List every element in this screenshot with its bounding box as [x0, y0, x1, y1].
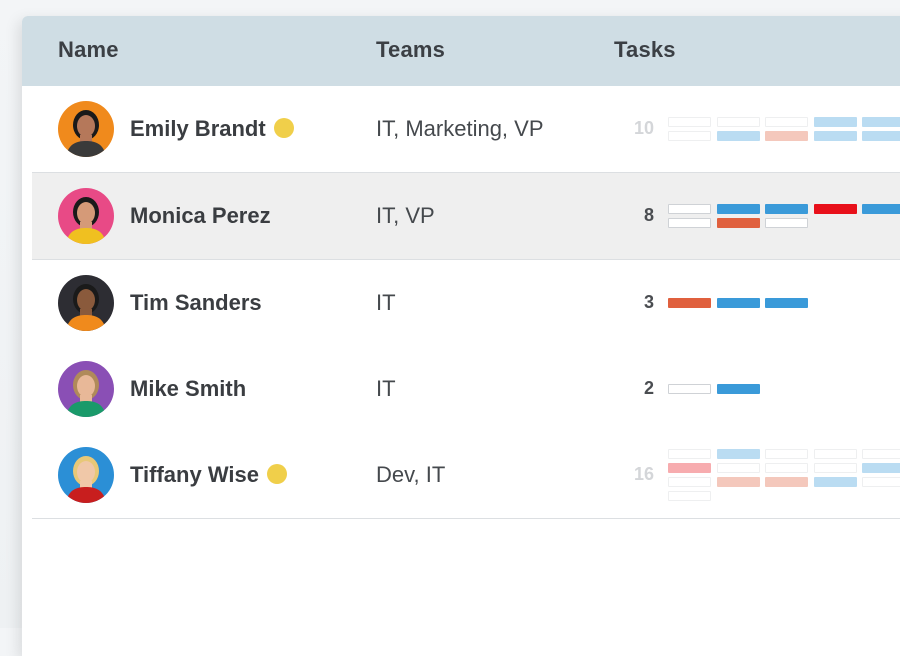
avatar [58, 361, 114, 417]
task-bars [668, 260, 900, 346]
task-bar-blue[interactable] [716, 131, 760, 141]
task-bar-red[interactable] [668, 463, 711, 473]
task-count: 2 [643, 378, 654, 398]
member-name[interactable]: Emily Brandt [130, 116, 294, 142]
task-bar-empty[interactable] [862, 449, 900, 459]
task-bar-empty[interactable] [668, 491, 711, 501]
person-photo-icon [58, 188, 114, 244]
person-photo-icon [58, 361, 114, 417]
avatar [58, 275, 114, 331]
table-header: Name Teams Tasks [22, 16, 900, 86]
task-bar-orange[interactable] [765, 131, 808, 141]
person-photo-icon [58, 275, 114, 331]
task-bar-empty[interactable] [765, 463, 808, 473]
task-bar-orange[interactable] [668, 298, 711, 308]
member-teams: IT [376, 376, 396, 401]
task-bar-blue[interactable] [813, 131, 857, 141]
task-bar-red[interactable] [813, 204, 857, 214]
avatar [58, 188, 114, 244]
task-count: 16 [633, 464, 654, 484]
column-header-name[interactable]: Name [58, 37, 119, 62]
person-photo-icon [58, 101, 114, 157]
status-online-indicator [266, 464, 287, 484]
task-bar-blue[interactable] [862, 463, 900, 473]
task-bar-blue[interactable] [862, 131, 900, 141]
task-bar-orange[interactable] [716, 477, 760, 487]
task-bars [668, 173, 900, 259]
task-bar-blue[interactable] [716, 204, 760, 214]
member-teams: IT [376, 290, 396, 315]
task-bars [668, 432, 900, 518]
team-tasks-panel: Name Teams Tasks Emily Brandt IT, Market… [22, 16, 900, 656]
member-name[interactable]: Monica Perez [130, 203, 271, 228]
task-bar-empty[interactable] [862, 477, 900, 487]
task-bar-blue[interactable] [813, 477, 857, 487]
member-teams: IT, VP [376, 203, 435, 228]
task-bar-orange[interactable] [765, 477, 808, 487]
member-teams: IT, Marketing, VP [376, 116, 544, 141]
task-count: 10 [633, 118, 654, 138]
avatar [58, 101, 114, 157]
task-bar-empty[interactable] [668, 218, 711, 228]
task-bar-empty[interactable] [765, 117, 808, 127]
task-count: 8 [643, 205, 654, 225]
task-bar-empty[interactable] [813, 463, 857, 473]
table-row[interactable]: Monica Perez IT, VP 8 [32, 173, 900, 260]
task-bar-empty[interactable] [668, 449, 711, 459]
member-name[interactable]: Tiffany Wise [130, 462, 287, 488]
task-bar-blue[interactable] [716, 384, 760, 394]
task-bars [668, 346, 900, 432]
status-online-indicator [273, 118, 294, 138]
table-row[interactable]: Tiffany Wise Dev, IT 16 [32, 432, 900, 519]
task-bar-empty[interactable] [668, 204, 711, 214]
avatar [58, 447, 114, 503]
column-header-teams[interactable]: Teams [376, 37, 446, 62]
task-bar-empty[interactable] [668, 384, 711, 394]
task-bar-empty[interactable] [716, 463, 760, 473]
table-row[interactable]: Mike Smith IT 2 [32, 346, 900, 433]
task-bar-blue[interactable] [765, 204, 808, 214]
task-bar-empty[interactable] [668, 117, 711, 127]
task-bar-blue[interactable] [716, 449, 760, 459]
task-bar-blue[interactable] [716, 298, 760, 308]
task-bar-blue[interactable] [862, 204, 900, 214]
task-bar-empty[interactable] [813, 449, 857, 459]
task-bar-empty[interactable] [765, 218, 808, 228]
column-header-tasks[interactable]: Tasks [614, 37, 676, 62]
task-bar-empty[interactable] [716, 117, 760, 127]
table-row[interactable]: Tim Sanders IT 3 [32, 260, 900, 347]
task-bar-empty[interactable] [668, 477, 711, 487]
person-photo-icon [58, 447, 114, 503]
member-teams: Dev, IT [376, 462, 446, 487]
member-name[interactable]: Tim Sanders [130, 290, 262, 315]
task-bar-empty[interactable] [668, 131, 711, 141]
task-bar-blue[interactable] [765, 298, 808, 308]
task-count: 3 [643, 292, 654, 312]
task-bar-blue[interactable] [862, 117, 900, 127]
task-bar-orange[interactable] [716, 218, 760, 228]
task-bar-blue[interactable] [813, 117, 857, 127]
task-bar-empty[interactable] [765, 449, 808, 459]
task-bars [668, 86, 900, 172]
member-name[interactable]: Mike Smith [130, 376, 247, 401]
table-row[interactable]: Emily Brandt IT, Marketing, VP 10 [32, 86, 900, 173]
